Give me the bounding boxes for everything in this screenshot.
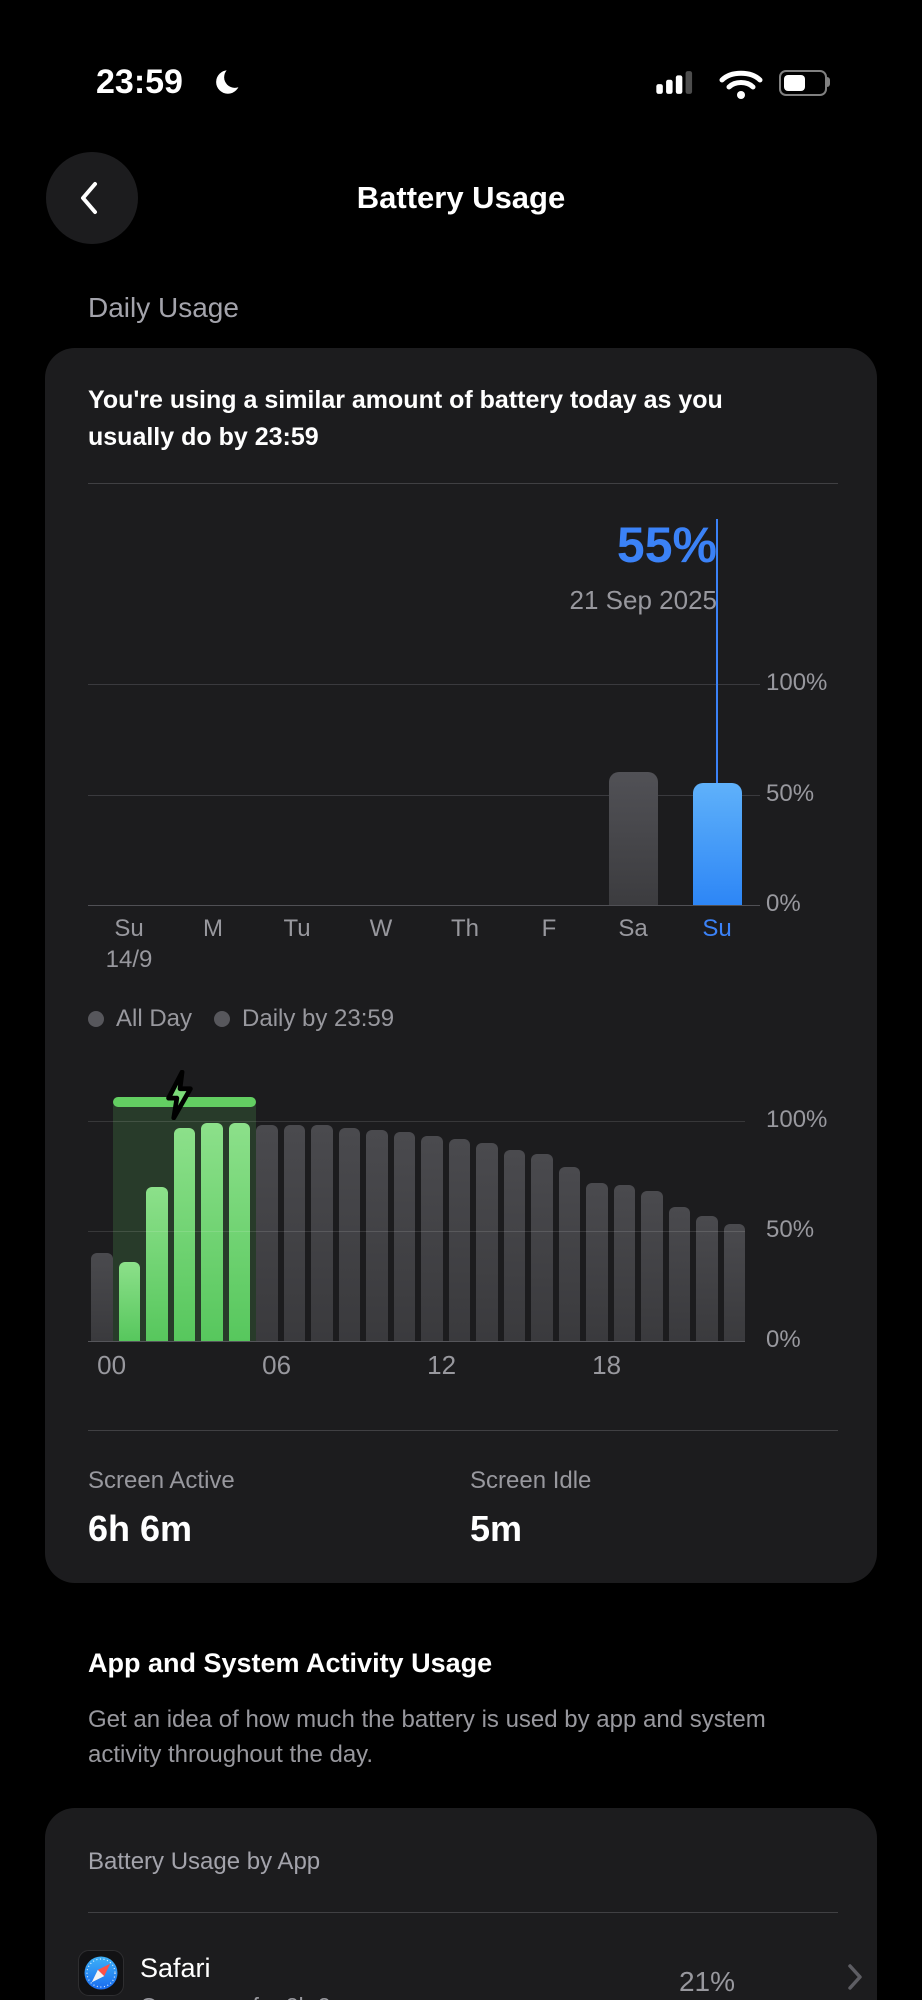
hour-bar-16	[531, 1154, 553, 1341]
app-percent: 21%	[678, 1966, 735, 1997]
hour-bar-0	[91, 1253, 113, 1341]
selected-day-date: 21 Sep 2025	[569, 585, 717, 615]
hour-bar-18	[586, 1182, 608, 1341]
hour-bar-14	[476, 1143, 498, 1341]
y-axis-tick: 0%	[766, 1326, 801, 1353]
hour-bar-5	[228, 1123, 250, 1341]
page-title: Battery Usage	[356, 180, 566, 215]
gridline	[88, 1231, 745, 1232]
day-label-su-0: Su	[114, 915, 144, 942]
hour-bar-10	[366, 1129, 388, 1341]
day-label-th-4: Th	[450, 915, 479, 942]
row-chevron-icon	[848, 1964, 862, 1990]
gridline	[88, 1121, 745, 1122]
day-label-su-7: Su	[702, 915, 732, 942]
hour-bar-3	[173, 1127, 195, 1341]
daily-usage-headline: You're using a similar amount of battery…	[88, 386, 723, 451]
legend-dot-daily	[214, 1011, 231, 1027]
day-label-f-5: F	[541, 915, 557, 942]
gridline	[88, 905, 760, 906]
legend-label-all-day[interactable]: All Day	[116, 1005, 193, 1032]
battery-by-app-card	[45, 1808, 877, 2000]
hour-bar-6	[256, 1125, 278, 1341]
hour-bar-9	[338, 1127, 360, 1341]
hour-label-18: 18	[592, 1350, 622, 1380]
selected-day-line	[716, 519, 718, 784]
day-label-sa-6: Sa	[618, 915, 648, 942]
weekly-bar-su-7[interactable]	[692, 783, 742, 905]
divider	[88, 483, 838, 484]
hour-bar-1	[118, 1261, 140, 1341]
day-label-m-1: M	[203, 915, 223, 942]
screen-active-value: 6h 6m	[88, 1508, 193, 1549]
day-label-w-3: W	[369, 915, 393, 942]
back-chevron-icon	[81, 182, 97, 214]
hour-label-12: 12	[427, 1350, 457, 1380]
battery-icon	[779, 70, 827, 96]
screen-idle-value: 5m	[470, 1508, 523, 1549]
daily-usage-card	[45, 348, 877, 1583]
moon-icon	[214, 66, 246, 98]
daily-usage-section-label: Daily Usage	[88, 292, 239, 323]
cellular-signal-icon	[656, 71, 693, 94]
gridline	[88, 1341, 745, 1342]
y-axis-tick: 100%	[766, 1106, 828, 1133]
hour-bar-22	[696, 1215, 718, 1341]
wifi-icon	[719, 70, 763, 99]
gridline	[88, 684, 760, 685]
legend-dot-all-day	[88, 1011, 104, 1027]
hour-bar-20	[641, 1191, 663, 1341]
chart-legend: All Day Daily by 23:59	[88, 1004, 394, 1034]
app-detail: On screen for 2h 2m	[140, 1993, 350, 2000]
y-axis-tick: 0%	[766, 890, 801, 917]
weekly-bar-sa-6[interactable]	[608, 772, 658, 905]
hour-label-06: 06	[262, 1350, 292, 1380]
y-axis-tick: 50%	[766, 780, 815, 807]
activity-description: Get an idea of how much the battery is u…	[88, 1706, 766, 1768]
hour-bar-21	[668, 1206, 690, 1341]
y-axis-tick: 50%	[766, 1216, 815, 1243]
screen-idle-label: Screen Idle	[470, 1467, 592, 1494]
hour-bar-8	[311, 1125, 333, 1341]
battery-fill	[784, 75, 805, 91]
hour-bar-19	[613, 1184, 635, 1341]
legend-label-daily[interactable]: Daily by 23:59	[242, 1005, 395, 1032]
selected-day-percent: 55%	[616, 517, 717, 573]
day-label-tu-2: Tu	[283, 915, 311, 942]
battery-nub	[827, 77, 830, 87]
hour-label-00: 00	[97, 1350, 127, 1380]
hour-bar-12	[421, 1136, 443, 1341]
gridline	[88, 795, 760, 796]
hour-bar-15	[503, 1149, 525, 1341]
hour-bar-7	[283, 1125, 305, 1341]
hour-bar-4	[201, 1123, 223, 1341]
charging-bolt-icon	[166, 1070, 193, 1120]
safari-app-icon	[78, 1950, 124, 1996]
divider	[88, 1430, 838, 1431]
hour-bar-13	[448, 1138, 470, 1341]
screen-active-label: Screen Active	[88, 1467, 235, 1494]
activity-heading: App and System Activity Usage	[88, 1648, 493, 1678]
hour-bar-23	[723, 1224, 745, 1341]
battery-by-app-title: Battery Usage by App	[88, 1848, 321, 1875]
hour-bar-2	[146, 1187, 168, 1341]
hour-bar-11	[393, 1132, 415, 1341]
status-time: 23:59	[96, 63, 183, 101]
y-axis-tick: 100%	[766, 669, 828, 696]
day-sublabel: 14/9	[105, 946, 153, 973]
back-button[interactable]	[46, 152, 138, 244]
hour-bar-17	[558, 1167, 580, 1341]
app-name: Safari	[140, 1953, 211, 1983]
divider	[88, 1912, 838, 1913]
app-row-safari[interactable]: Safari On screen for 2h 2m 21%	[45, 1940, 877, 2000]
